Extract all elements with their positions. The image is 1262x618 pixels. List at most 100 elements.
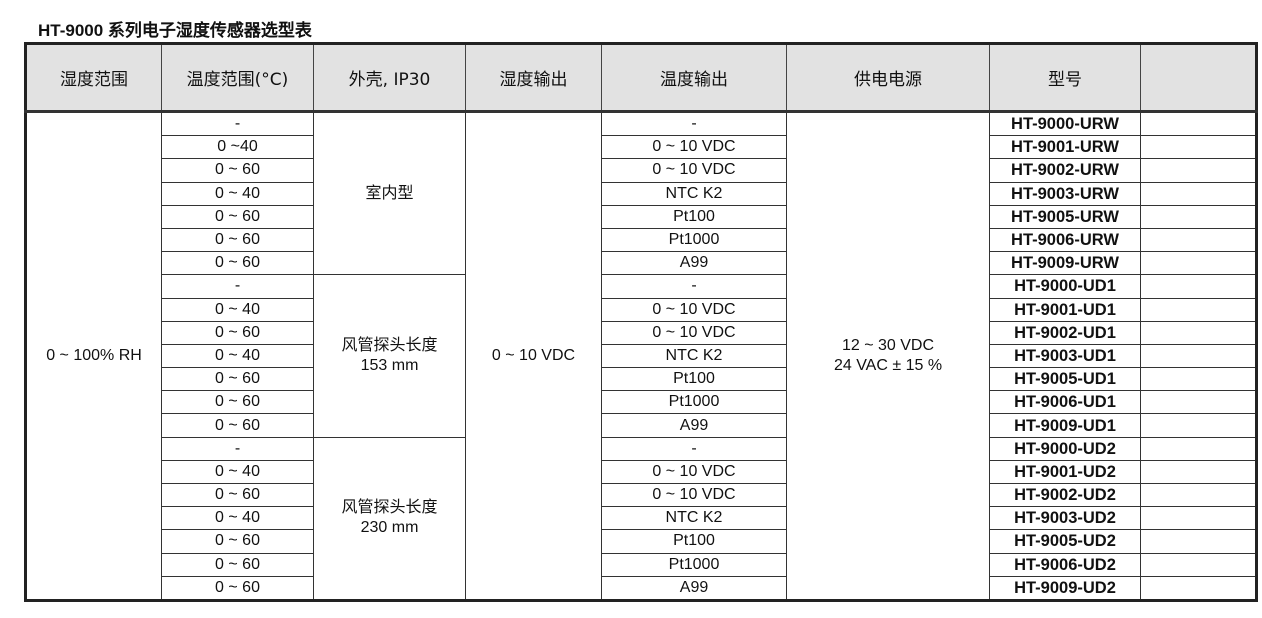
housing-cell: 室内型 — [313, 110, 466, 276]
model-cell: HT-9005-URW — [989, 204, 1141, 229]
model-cell: HT-9006-URW — [989, 227, 1141, 253]
temp-range-cell: 0 ~ 60 — [161, 227, 314, 253]
extra-cell — [1140, 274, 1257, 299]
temp-output-cell: Pt1000 — [601, 390, 787, 415]
table-row: 0 ~ 60 Pt1000 HT-9006-UD1 — [26, 390, 1257, 415]
power-supply-cell-line: 12 ~ 30 VDC — [841, 336, 935, 354]
table-row: 0 ~ 40 NTC K2 HT-9003-URW — [26, 181, 1257, 206]
extra-cell — [1140, 506, 1257, 531]
header-humidity-range: 湿度范围 — [25, 43, 162, 113]
temp-output-cell: Pt1000 — [601, 552, 787, 577]
table-row: 0 ~ 60 Pt100 HT-9005-UD2 — [26, 529, 1257, 554]
header-row: 湿度范围 温度范围(°C) 外壳, IP30 湿度输出 温度输出 供电电源 型号 — [25, 43, 1257, 113]
model-cell: HT-9000-URW — [989, 110, 1141, 137]
model-cell: HT-9003-UD2 — [989, 506, 1141, 531]
table-row: 0 ~40 0 ~ 10 VDC HT-9001-URW — [26, 135, 1257, 160]
model-cell: HT-9005-UD1 — [989, 367, 1141, 392]
temp-range-cell: 0 ~ 60 — [161, 552, 314, 577]
housing-cell-line: 230 mm — [360, 519, 419, 537]
extra-cell — [1140, 436, 1257, 461]
table-row: - 风管探头长度 230 mm - HT-9000-UD2 — [26, 436, 1257, 601]
extra-cell — [1140, 482, 1257, 508]
temp-output-cell: A99 — [601, 413, 787, 438]
temp-range-cell: 0 ~ 60 — [161, 320, 314, 345]
temp-output-cell: 0 ~ 10 VDC — [601, 297, 787, 322]
table-row: 0 ~ 60 Pt1000 HT-9006-UD2 — [26, 552, 1257, 577]
model-cell: HT-9003-URW — [989, 181, 1141, 206]
model-cell: HT-9001-URW — [989, 135, 1141, 160]
extra-cell — [1140, 343, 1257, 369]
extra-cell — [1140, 413, 1257, 438]
extra-cell — [1140, 529, 1257, 554]
housing-cell-line: 风管探头长度 — [341, 499, 438, 517]
temp-output-cell: Pt1000 — [601, 227, 787, 253]
model-cell: HT-9009-UD2 — [989, 575, 1141, 601]
temp-output-cell: 0 ~ 10 VDC — [601, 320, 787, 345]
extra-cell — [1140, 390, 1257, 415]
temp-output-cell: Pt100 — [601, 204, 787, 229]
extra-cell — [1140, 204, 1257, 229]
header-temp-range: 温度范围(°C) — [161, 43, 314, 113]
extra-cell — [1140, 158, 1257, 183]
housing-cell: 风管探头长度 153 mm — [313, 274, 466, 438]
table-row: 0 ~ 60 Pt100 HT-9005-URW — [26, 204, 1257, 229]
header-temp-output: 温度输出 — [601, 43, 787, 113]
header-housing: 外壳, IP30 — [313, 43, 466, 113]
extra-cell — [1140, 552, 1257, 577]
temp-output-cell: NTC K2 — [601, 506, 787, 531]
extra-cell — [1140, 320, 1257, 345]
temp-output-cell: NTC K2 — [601, 343, 787, 369]
table-row: 0 ~ 60 A99 HT-9009-UD1 — [26, 413, 1257, 438]
temp-range-cell: 0 ~40 — [161, 135, 314, 160]
temp-range-cell: 0 ~ 60 — [161, 251, 314, 276]
model-cell: HT-9001-UD2 — [989, 459, 1141, 485]
model-cell: HT-9002-UD2 — [989, 482, 1141, 508]
temp-output-cell: 0 ~ 10 VDC — [601, 158, 787, 183]
temp-range-cell: 0 ~ 40 — [161, 297, 314, 322]
table-row: 0 ~ 40 0 ~ 10 VDC HT-9001-UD1 — [26, 297, 1257, 322]
temp-output-cell: Pt100 — [601, 367, 787, 392]
extra-cell — [1140, 251, 1257, 276]
temp-output-cell: 0 ~ 10 VDC — [601, 135, 787, 160]
temp-output-cell: NTC K2 — [601, 181, 787, 206]
temp-output-cell: A99 — [601, 575, 787, 601]
model-cell: HT-9002-URW — [989, 158, 1141, 183]
temp-output-cell: 0 ~ 10 VDC — [601, 482, 787, 508]
model-cell: HT-9000-UD1 — [989, 274, 1141, 299]
table-row: 0 ~ 100% RH - 室内型 0 ~ 10 VDC -12 ~ 30 VDC 24 … — [25, 110, 1257, 601]
temp-range-cell: 0 ~ 60 — [161, 367, 314, 392]
extra-cell — [1140, 459, 1257, 485]
housing-cell-line: 室内型 — [365, 184, 414, 202]
temp-range-cell: 0 ~ 40 — [161, 459, 314, 485]
table-row: 0 ~ 40 NTC K2 HT-9003-UD2 — [26, 506, 1257, 531]
model-cell: HT-9006-UD2 — [989, 552, 1141, 577]
temp-output-cell: - — [601, 110, 787, 137]
table-row: 0 ~ 40 0 ~ 10 VDC HT-9001-UD2 — [26, 459, 1257, 485]
table-row: 0 ~ 60 A99 HT-9009-UD2 — [26, 575, 1257, 601]
extra-cell — [1140, 297, 1257, 322]
temp-range-cell: 0 ~ 60 — [161, 482, 314, 508]
table-row: 0 ~ 60 0 ~ 10 VDC HT-9002-UD2 — [26, 482, 1257, 508]
temp-range-cell: 0 ~ 40 — [161, 343, 314, 369]
humidity-range-cell: 0 ~ 100% RH — [25, 111, 162, 601]
temp-range-cell: 0 ~ 40 — [161, 181, 314, 206]
housing-cell-line: 风管探头长度 — [341, 336, 438, 354]
model-cell: HT-9006-UD1 — [989, 390, 1141, 415]
header-extra — [1140, 43, 1257, 113]
temp-output-cell: - — [601, 436, 787, 461]
temp-range-cell: 0 ~ 60 — [161, 204, 314, 229]
temp-range-cell: - — [161, 274, 314, 299]
humidity-output-cell: 0 ~ 10 VDC — [465, 111, 602, 601]
extra-cell — [1140, 181, 1257, 206]
temp-range-cell: - — [161, 110, 314, 137]
power-supply-cell: 12 ~ 30 VDC 24 VAC ± 15 % — [786, 111, 990, 601]
model-cell: HT-9003-UD1 — [989, 343, 1141, 369]
model-cell: HT-9009-UD1 — [989, 413, 1141, 438]
header-power-supply: 供电电源 — [786, 43, 990, 113]
model-cell: HT-9002-UD1 — [989, 320, 1141, 345]
table-row: 0 ~ 60 0 ~ 10 VDC HT-9002-UD1 — [26, 320, 1257, 345]
extra-cell — [1140, 110, 1257, 137]
extra-cell — [1140, 367, 1257, 392]
model-cell: HT-9000-UD2 — [989, 436, 1141, 461]
power-supply-cell-line: 24 VAC ± 15 % — [833, 356, 943, 374]
